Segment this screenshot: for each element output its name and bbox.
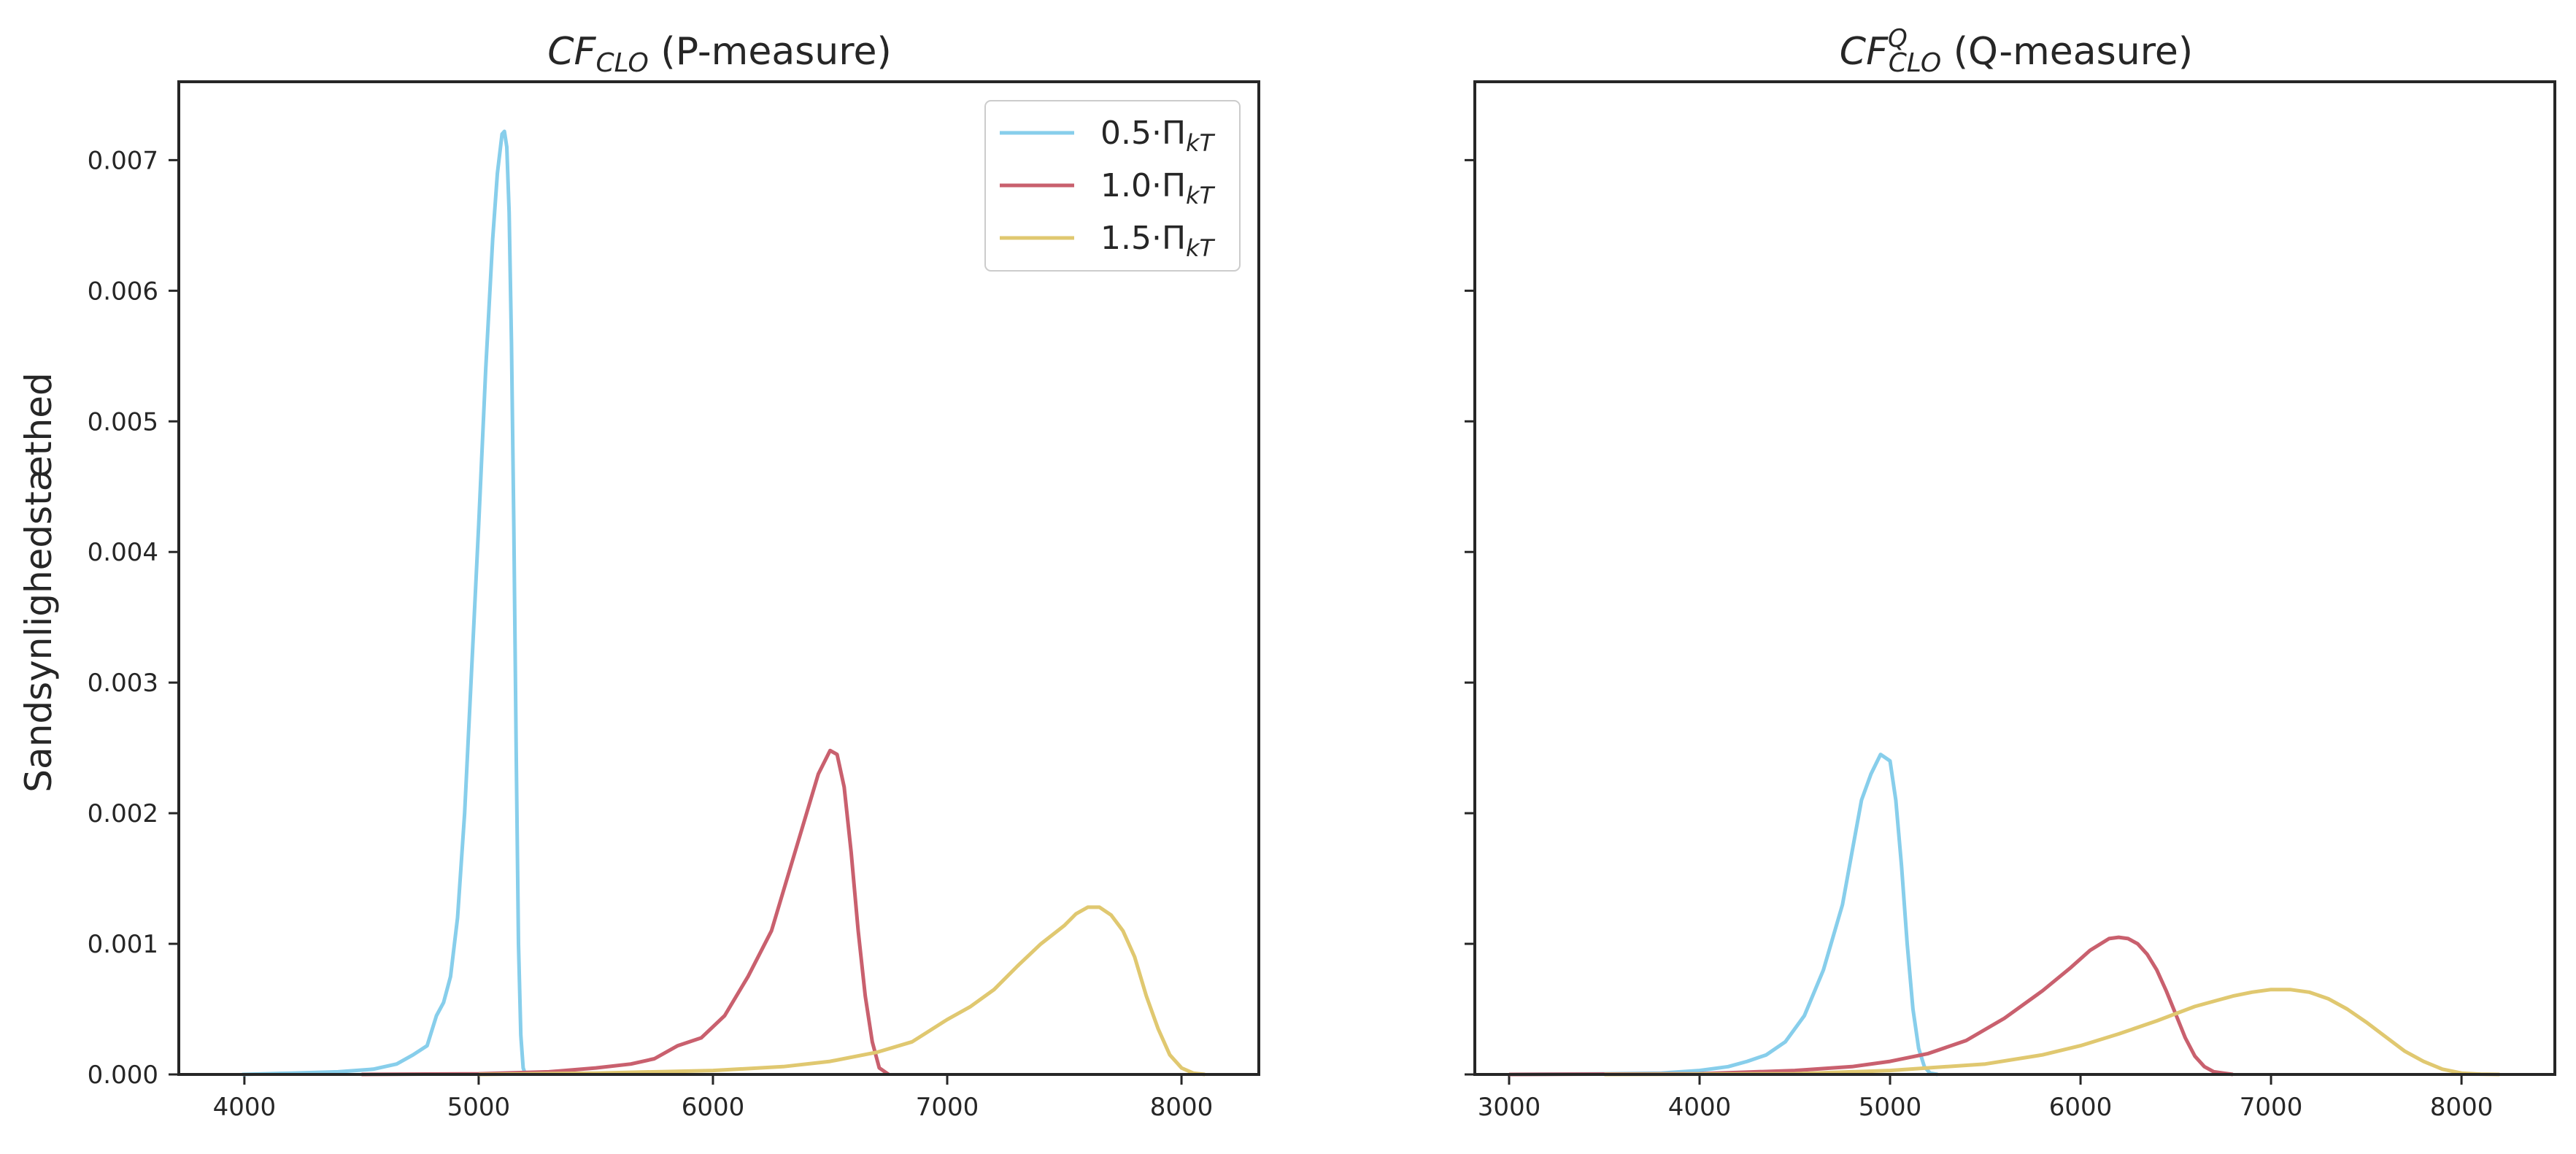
series-line-2: [1604, 988, 2500, 1077]
title-main: CF: [1840, 30, 1889, 74]
axis-ticks-q-measure: 3000 4000 5000 6000 7000 8000: [1465, 158, 2494, 1122]
series-line-2: [478, 905, 1206, 1077]
title-rest: (Q-measure): [1941, 30, 2193, 74]
y-tick-label: 0.003: [88, 669, 158, 698]
legend-label-main: 0.5·Π: [1100, 115, 1186, 152]
plot-frame-p-measure: [177, 80, 1260, 1076]
y-tick-label: 0.007: [88, 146, 158, 175]
y-tick-label: 0.006: [88, 277, 158, 306]
x-tick-label: 6000: [2049, 1093, 2113, 1122]
y-axis-label: Sandsynlighedstæthed: [18, 372, 60, 792]
legend-label-1.0: 1.0·ΠkT: [1100, 167, 1216, 209]
x-tick-label: 5000: [1859, 1093, 1922, 1122]
title-rest: (P-measure): [649, 30, 892, 74]
x-tick-label: 6000: [682, 1093, 745, 1122]
title-main: CF: [547, 30, 596, 74]
title-subscript: CLO: [595, 48, 648, 78]
x-tick-label: 3000: [1478, 1093, 1541, 1122]
legend-label-0.5: 0.5·ΠkT: [1100, 115, 1216, 157]
legend-label-sub: kT: [1186, 182, 1216, 209]
chart-panel-q-measure: CFQ CLO (Q-measure) 3000 4000 5000 6000 7000 8…: [1465, 24, 2556, 1122]
y-tick-label: 0.000: [88, 1061, 158, 1090]
chart-title-q-measure: CFQ CLO (Q-measure): [1840, 24, 2193, 78]
plot-frame-q-measure: [1473, 80, 2556, 1076]
title-subscript: CLO: [1889, 48, 1941, 78]
y-tick-label: 0.004: [88, 538, 158, 567]
y-tick-label: 0.002: [88, 799, 158, 828]
x-tick-label: 8000: [1150, 1093, 1214, 1122]
title-superscript: Q: [1888, 24, 1908, 53]
y-tick-label: 0.005: [88, 407, 158, 436]
legend-box: [984, 100, 1241, 272]
legend-label-sub: kT: [1186, 129, 1216, 157]
series-lines-q-measure: [1508, 753, 2500, 1077]
x-tick-label: 7000: [916, 1093, 979, 1122]
axis-ticks-p-measure: 4000 5000 6000 7000 8000 0.000 0.001 0.002 0.003…: [88, 146, 1214, 1122]
x-tick-label: 4000: [1668, 1093, 1732, 1122]
series-line-0: [242, 129, 528, 1077]
legend-label-1.5: 1.5·ΠkT: [1100, 220, 1216, 262]
chart-panel-p-measure: CFCLO (P-measure) Sandsynlighedstæthed 4…: [18, 30, 1260, 1122]
y-tick-label: 0.001: [88, 930, 158, 959]
x-tick-label: 7000: [2240, 1093, 2303, 1122]
legend-label-sub: kT: [1186, 234, 1216, 262]
series-line-0: [1508, 753, 1938, 1077]
series-lines-p-measure: [242, 129, 1206, 1077]
series-line-1: [361, 748, 890, 1077]
x-tick-label: 5000: [447, 1093, 511, 1122]
legend-label-main: 1.5·Π: [1100, 220, 1186, 257]
legend-label-main: 1.0·Π: [1100, 167, 1186, 204]
x-tick-label: 4000: [213, 1093, 277, 1122]
series-line-1: [1508, 935, 2234, 1077]
chart-title-p-measure: CFCLO (P-measure): [547, 30, 892, 78]
legend: 0.5·ΠkT 1.0·ΠkT 1.5·ΠkT: [984, 100, 1241, 272]
x-tick-label: 8000: [2430, 1093, 2494, 1122]
